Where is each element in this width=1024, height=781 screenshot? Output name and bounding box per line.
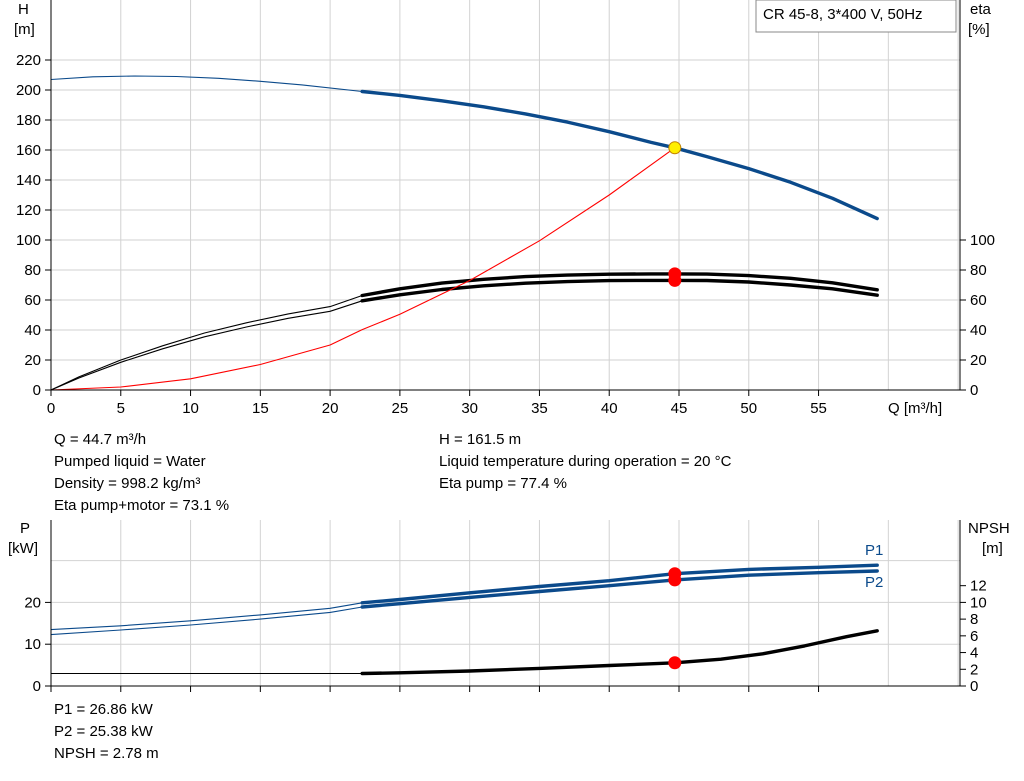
curve-series-2-thin: [50, 300, 363, 391]
right-tick-label: 8: [970, 611, 978, 628]
x-tick-label: 25: [392, 400, 409, 417]
x-tick-label: 20: [322, 400, 339, 417]
curve-series-0: [360, 89, 879, 221]
top-chart: 0204060801001201401601802002200204060801…: [14, 0, 995, 417]
left-tick-label: 160: [16, 142, 41, 159]
left-tick-label: 140: [16, 172, 41, 189]
top-grid: [51, 0, 960, 391]
x-tick-label: 10: [182, 400, 199, 417]
left-tick-label: 40: [24, 322, 41, 339]
eta-axis-label: eta: [970, 1, 992, 18]
curve-series-1-thin: [50, 294, 363, 391]
h-axis-label: H: [18, 1, 29, 18]
left-tick-label: 180: [16, 112, 41, 129]
left-tick-label: 120: [16, 202, 41, 219]
series-label-p1: P1: [865, 542, 883, 559]
npsh-axis-unit: [m]: [982, 540, 1003, 557]
x-tick-label: 0: [47, 400, 55, 417]
duty-info-left: Q = 44.7 m³/h Pumped liquid = Water Dens…: [54, 429, 229, 517]
x-tick-label: 30: [461, 400, 478, 417]
p-axis-unit: [kW]: [8, 540, 38, 557]
right-tick-label: 0: [970, 382, 978, 399]
info-liquid: Pumped liquid = Water: [54, 453, 206, 470]
left-tick-label: 0: [33, 382, 41, 399]
top-axes: 0204060801001201401601802002200204060801…: [16, 0, 995, 417]
q-axis-label: Q [m³/h]: [888, 400, 942, 417]
info-eta-pump-motor: Eta pump+motor = 73.1 %: [54, 497, 230, 514]
left-tick-label: 10: [24, 636, 41, 653]
duty-point-2: [668, 656, 682, 670]
right-tick-label: 2: [970, 661, 978, 678]
x-tick-label: 45: [671, 400, 688, 417]
right-tick-label: 40: [970, 322, 987, 339]
left-tick-label: 80: [24, 262, 41, 279]
left-tick-label: 200: [16, 82, 41, 99]
x-tick-label: 35: [531, 400, 548, 417]
plot-area: [51, 0, 960, 390]
top-curves: [50, 75, 879, 391]
plot-area: [51, 520, 960, 686]
duty-info-right: H = 161.5 m Liquid temperature during op…: [439, 429, 731, 495]
right-tick-label: 12: [970, 578, 987, 595]
right-tick-label: 6: [970, 628, 978, 645]
x-tick-label: 55: [810, 400, 827, 417]
curve-series-0-thin: [50, 75, 363, 93]
bottom-points: [668, 567, 682, 670]
right-tick-label: 10: [970, 594, 987, 611]
x-tick-label: 50: [740, 400, 757, 417]
info-p1: P1 = 26.86 kW: [54, 701, 153, 718]
chart-title-box: CR 45-8, 3*400 V, 50Hz: [755, 0, 957, 33]
x-tick-label: 40: [601, 400, 618, 417]
curve-series-0: [360, 563, 879, 605]
left-tick-label: 0: [33, 678, 41, 695]
power-info: P1 = 26.86 kW P2 = 25.38 kW NPSH = 2.78 …: [54, 699, 159, 765]
duty-point-2: [668, 273, 682, 287]
left-tick-label: 20: [24, 352, 41, 369]
x-tick-label: 5: [117, 400, 125, 417]
eta-axis-unit: [%]: [968, 21, 990, 38]
left-tick-label: 220: [16, 52, 41, 69]
chart-title: CR 45-8, 3*400 V, 50Hz: [763, 6, 923, 23]
left-tick-label: 100: [16, 232, 41, 249]
curve-series-1: [360, 272, 879, 298]
info-flow: Q = 44.7 m³/h: [54, 431, 147, 448]
duty-point-0: [668, 141, 682, 155]
info-p2: P2 = 25.38 kW: [54, 723, 153, 740]
x-tick-label: 15: [252, 400, 269, 417]
p-axis-label: P: [20, 520, 30, 537]
top-points: [668, 141, 682, 287]
duty-point-1: [668, 573, 682, 587]
info-eta-pump: Eta pump = 77.4 %: [439, 475, 567, 492]
bottom-grid: [51, 520, 960, 686]
curve-series-3-thin: [50, 147, 676, 391]
npsh-axis-label: NPSH: [968, 520, 1010, 537]
series-label-p2: P2: [865, 574, 883, 591]
right-tick-label: 60: [970, 292, 987, 309]
right-tick-label: 4: [970, 645, 978, 662]
curve-series-0-thin: [50, 602, 363, 631]
right-tick-label: 20: [970, 352, 987, 369]
curve-series-1-thin: [50, 606, 363, 636]
right-tick-label: 80: [970, 262, 987, 279]
left-tick-label: 60: [24, 292, 41, 309]
info-density: Density = 998.2 kg/m³: [54, 475, 201, 492]
right-tick-label: 0: [970, 678, 978, 695]
info-npsh: NPSH = 2.78 m: [54, 745, 159, 762]
h-axis-unit: [m]: [14, 21, 35, 38]
info-head: H = 161.5 m: [439, 431, 522, 448]
right-tick-label: 100: [970, 232, 995, 249]
info-temperature: Liquid temperature during operation = 20…: [439, 453, 732, 470]
curve-series-1: [360, 569, 879, 609]
curve-series-2: [360, 278, 879, 303]
left-tick-label: 20: [24, 594, 41, 611]
